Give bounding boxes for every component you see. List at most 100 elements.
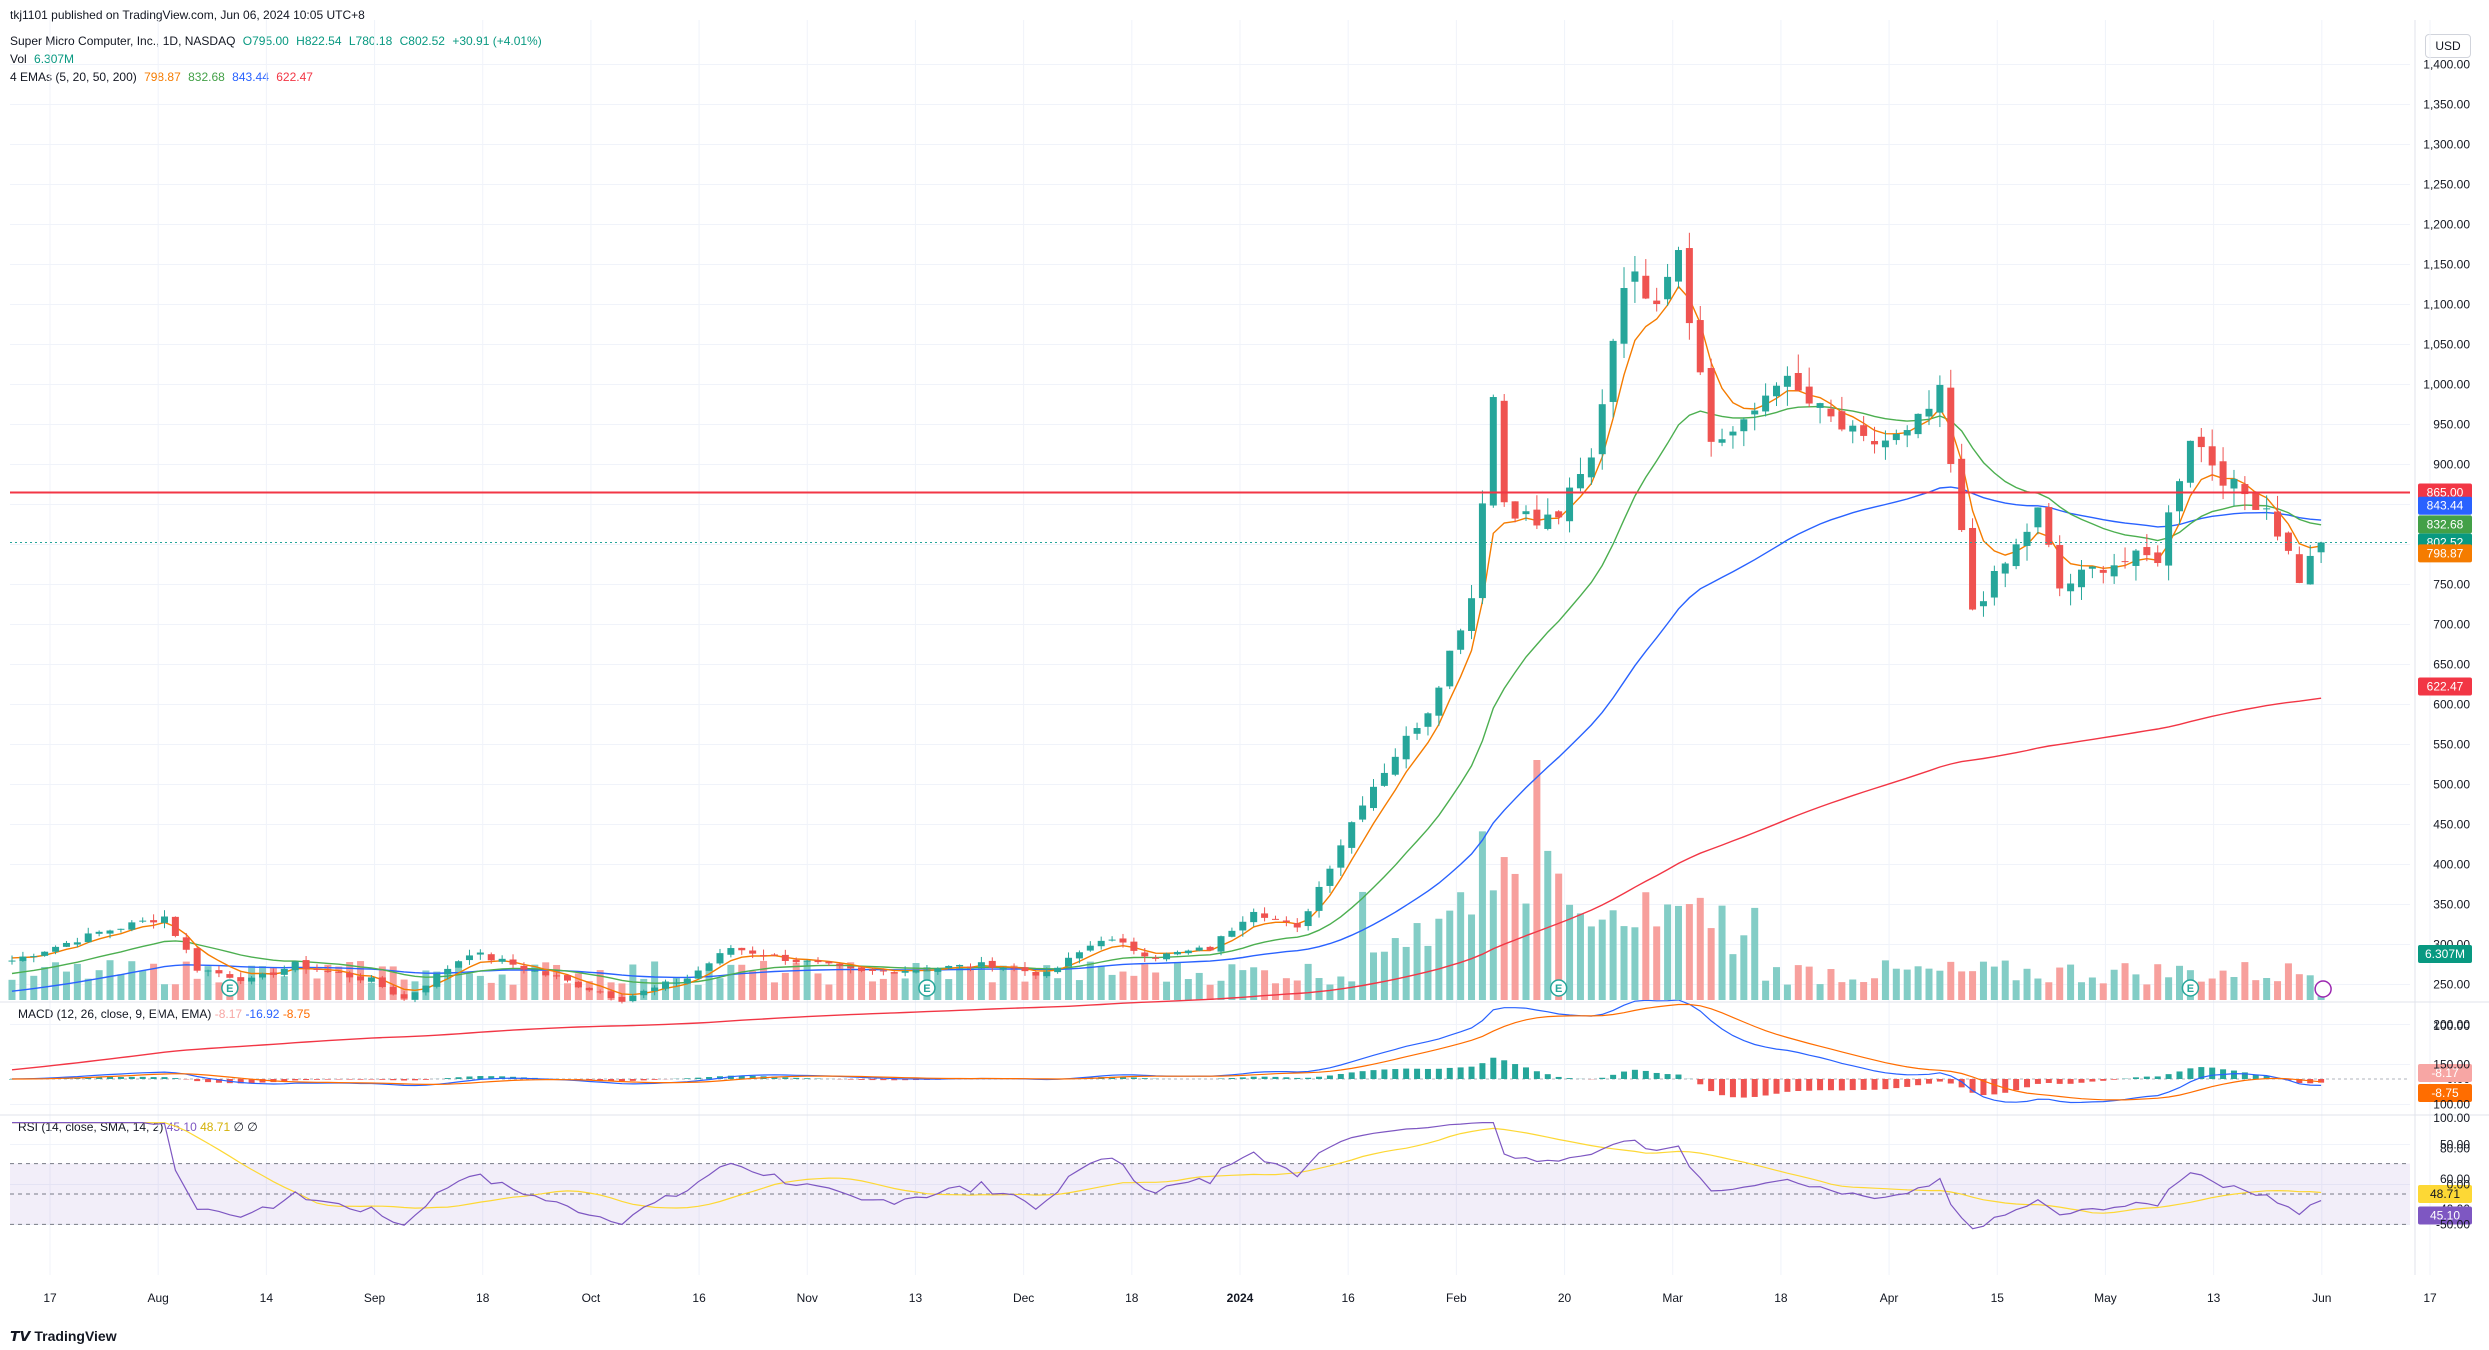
dividend-marker-icon: [2314, 980, 2332, 998]
macd-histogram-bar: [1392, 1069, 1399, 1079]
x-tick-label: 18: [1774, 1291, 1788, 1305]
candle-body: [1326, 868, 1334, 886]
candle-body: [1827, 408, 1835, 417]
candle-body: [825, 961, 833, 964]
volume-bar: [2110, 969, 2118, 1000]
volume-bar: [1827, 969, 1835, 1000]
candle-body: [1707, 367, 1715, 442]
volume-bar: [62, 971, 70, 1000]
candle-body: [106, 930, 114, 934]
volume-bar: [1990, 966, 1998, 1000]
volume-bar: [912, 962, 920, 1000]
volume-bar: [1250, 967, 1258, 1000]
volume-bar: [2263, 977, 2271, 1000]
macd-histogram-bar: [880, 1079, 887, 1081]
candle-body: [455, 961, 463, 968]
macd-histogram-bar: [2241, 1072, 2248, 1079]
macd-histogram-bar: [1631, 1069, 1638, 1079]
volume-bar: [2121, 963, 2129, 1000]
macd-histogram-bar: [2024, 1079, 2031, 1088]
volume-bar: [2274, 981, 2282, 1000]
x-tick-label: 16: [1342, 1291, 1356, 1305]
volume-bar: [19, 960, 27, 1000]
volume-bar: [988, 982, 996, 1000]
volume-bar: [618, 983, 626, 1000]
x-tick-label: 17: [43, 1291, 57, 1305]
macd-histogram-bar: [1435, 1068, 1442, 1079]
volume-bar: [2045, 982, 2053, 1000]
candle-body: [291, 961, 299, 971]
currency-button[interactable]: USD: [2425, 34, 2471, 58]
candle-body: [629, 995, 637, 1002]
candle-body: [934, 968, 942, 972]
rsi-y-tick: 100.00: [2433, 1111, 2470, 1125]
volume-bar: [1315, 978, 1323, 1000]
macd-histogram-bar: [1501, 1060, 1508, 1079]
earnings-marker-icon: [918, 979, 936, 997]
volume-bar: [1173, 962, 1181, 1000]
price-label-box: [2418, 677, 2472, 696]
macd-histogram-bar: [172, 1078, 179, 1079]
candle-body: [1576, 474, 1584, 489]
candle-body: [465, 955, 473, 961]
candle-body: [1206, 946, 1214, 951]
volume-bar: [204, 966, 212, 1000]
candle-body: [858, 967, 866, 971]
macd-histogram-bar: [1457, 1067, 1464, 1079]
volume-bar: [237, 980, 245, 1000]
volume-bar: [1326, 984, 1334, 1000]
candle-body: [1598, 404, 1606, 455]
candle-body: [1533, 509, 1541, 526]
rsi-label-text: 48.71: [2430, 1187, 2460, 1201]
volume-bar: [8, 979, 16, 1000]
macd-histogram-bar: [1403, 1068, 1410, 1079]
volume-bar: [1239, 970, 1247, 1000]
candle-body: [1718, 439, 1726, 443]
volume-bar: [1914, 966, 1922, 1000]
volume-bar: [520, 970, 528, 1000]
volume-bar: [84, 978, 92, 1000]
volume-bar: [171, 984, 179, 1000]
candle-body: [302, 960, 310, 969]
x-tick-label: 20: [1558, 1291, 1572, 1305]
volume-bar: [476, 975, 484, 1000]
macd-histogram-bar: [1359, 1071, 1366, 1079]
volume-bar: [1370, 952, 1378, 1000]
volume-bar: [193, 978, 201, 1000]
volume-bar: [1903, 969, 1911, 1000]
candle-body: [1152, 957, 1160, 959]
macd-histogram-bar: [139, 1076, 146, 1079]
candle-body: [182, 937, 190, 950]
volume-bar: [128, 961, 136, 1000]
candle-body: [760, 955, 768, 957]
volume-bar: [1163, 981, 1171, 1000]
signal-line: [12, 1003, 2322, 1101]
candle-body: [966, 966, 974, 968]
candle-body: [1522, 511, 1530, 515]
x-tick-label: 2024: [1227, 1291, 1254, 1305]
volume-bar: [2088, 977, 2096, 1000]
macd-histogram-bar: [1675, 1074, 1682, 1079]
macd-histogram-bar: [1610, 1074, 1617, 1079]
ema5-line: [11, 285, 2322, 996]
macd-histogram-bar: [85, 1077, 92, 1079]
candle-body: [204, 970, 212, 972]
volume-bar: [1130, 975, 1138, 1000]
candle-body: [1979, 601, 1987, 607]
volume-bar: [1282, 978, 1290, 1000]
candle-body: [1696, 320, 1704, 373]
candle-body: [945, 965, 953, 969]
macd-histogram-bar: [2045, 1079, 2052, 1083]
candle-body: [41, 951, 49, 956]
volume-bar: [1740, 935, 1748, 1000]
x-tick-label: Feb: [1446, 1291, 1467, 1305]
candle-body: [1740, 419, 1748, 432]
macd-histogram-bar: [2143, 1076, 2150, 1079]
macd-histogram-bar: [346, 1079, 353, 1080]
macd-histogram-bar: [1468, 1066, 1475, 1079]
candle-body: [1065, 957, 1073, 967]
volume-bar: [313, 978, 321, 1000]
macd-histogram-bar: [1141, 1078, 1148, 1079]
macd-histogram-bar: [455, 1077, 462, 1079]
